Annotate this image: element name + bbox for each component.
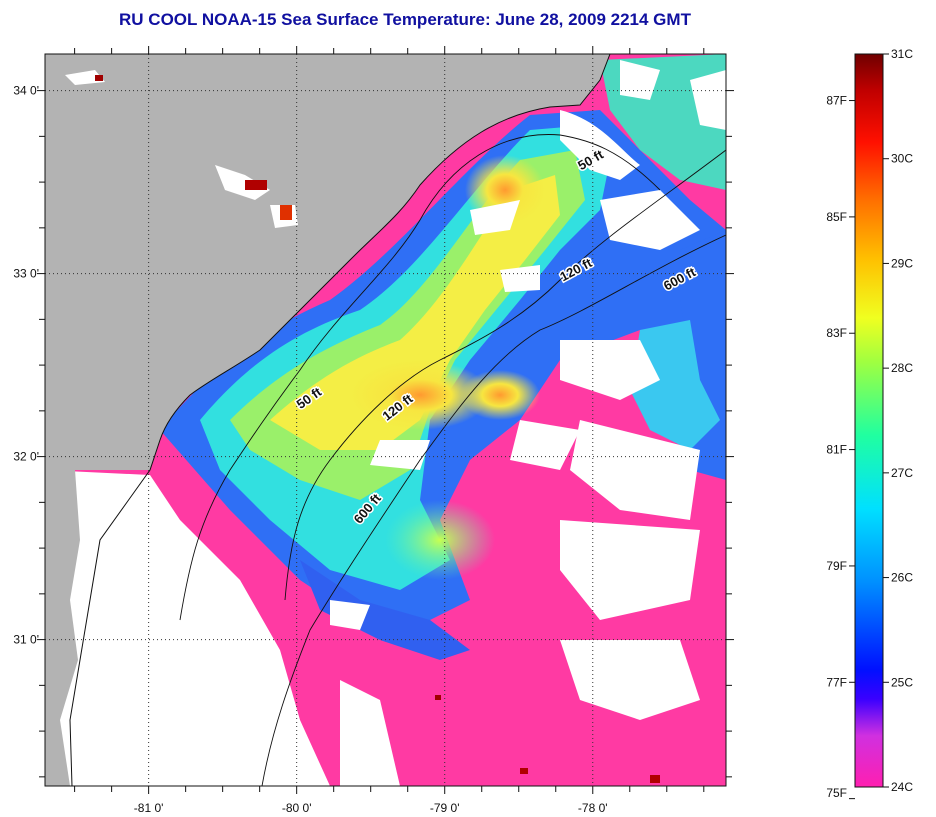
lon-tick-label: -79 0' [430,801,460,815]
fahrenheit-label: 75F [826,786,847,800]
fahrenheit-label: 85F [826,210,847,224]
colorbar-labels: 31C 30C 29C 28C 27C 26C 25C 24C 87F 85F 83F 81F 79F 7… [826,47,913,800]
fahrenheit-label: 83F [826,326,847,340]
celsius-label: 27C [891,466,913,480]
fahrenheit-label: 77F [826,675,847,689]
celsius-label: 30C [891,152,913,166]
lat-tick-label: 34 0' [13,84,39,98]
lon-tick-label: -81 0' [134,801,164,815]
celsius-label: 24C [891,780,913,794]
fahrenheit-label: 87F [826,94,847,108]
colorbar: 31C 30C 29C 28C 27C 26C 25C 24C 87F 85F 83F 81F 79F 7… [826,47,913,800]
fahrenheit-label: 81F [826,443,847,457]
coastal-blue-south [300,560,470,660]
celsius-label: 31C [891,47,913,61]
map-axes: 34 0' 33 0' 32 0' 31 0' -81 0' -80 0' -79 0' -7… [13,46,734,815]
celsius-label: 29C [891,256,913,270]
land-mass [45,54,610,470]
celsius-label: 28C [891,361,913,375]
celsius-label: 25C [891,675,913,689]
lon-tick-label: -78 0' [578,801,608,815]
coastline [69,54,611,786]
contour-50ft [179,134,661,621]
cloud-cover [45,60,726,786]
warm-patch-east [460,370,540,420]
offshore-cyan-ne [630,320,720,450]
lat-tick-label: 32 0' [13,450,39,464]
lon-tick-label: -80 0' [282,801,312,815]
map-title: RU COOL NOAA-15 Sea Surface Temperature:… [119,10,691,29]
warm-water-yellow-band [270,175,560,450]
land-south [45,470,80,786]
celsius-label: 26C [891,571,913,585]
map-frame [44,53,727,787]
contour-600ft [261,234,726,786]
contour-120ft [284,149,726,601]
colorbar-scale [854,53,884,788]
fahrenheit-label: 79F [826,559,847,573]
graticule [45,54,726,786]
hot-pixels [95,75,660,783]
green-patch-south [385,500,495,580]
lat-tick-label: 31 0' [13,633,39,647]
lat-tick-label: 33 0' [13,267,39,281]
